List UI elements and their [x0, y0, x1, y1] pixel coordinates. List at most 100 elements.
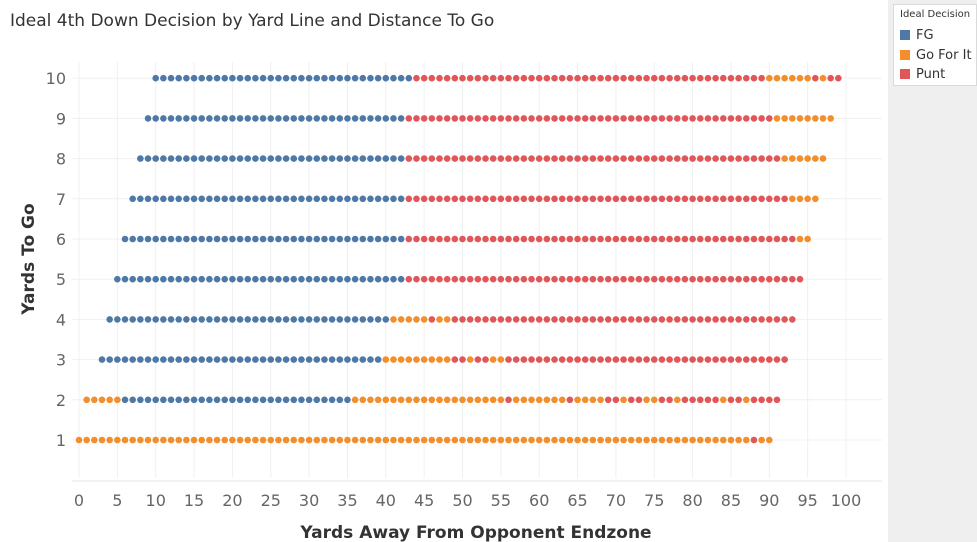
data-point-fg — [144, 396, 152, 404]
data-point-punt — [451, 316, 459, 323]
data-point-go-for-it — [789, 115, 796, 122]
data-point-go-for-it — [543, 436, 551, 444]
data-point-fg — [221, 316, 229, 323]
data-point-fg — [160, 155, 167, 162]
data-point-fg — [275, 155, 282, 162]
data-point-punt — [535, 356, 543, 363]
data-point-fg — [290, 195, 298, 203]
data-point-fg — [282, 195, 290, 203]
data-point-punt — [773, 396, 781, 404]
data-point-fg — [236, 74, 244, 82]
data-point-punt — [574, 275, 581, 283]
data-point-punt — [758, 155, 765, 162]
data-point-go-for-it — [397, 356, 405, 363]
data-point-fg — [213, 115, 221, 122]
data-point-punt — [543, 115, 551, 122]
data-point-fg — [221, 235, 229, 243]
data-point-fg — [137, 235, 144, 243]
legend-item-punt[interactable]: Punt — [900, 66, 945, 82]
data-point-punt — [459, 316, 466, 323]
data-point-fg — [244, 195, 252, 203]
data-point-punt — [696, 316, 704, 323]
data-point-punt — [612, 235, 620, 243]
data-point-go-for-it — [106, 436, 113, 444]
data-point-punt — [512, 155, 520, 162]
data-point-fg — [344, 356, 351, 363]
data-point-fg — [259, 235, 267, 243]
data-point-punt — [727, 195, 735, 203]
data-point-go-for-it — [528, 396, 535, 404]
legend-item-fg[interactable]: FG — [900, 27, 934, 43]
data-point-punt — [735, 396, 742, 404]
data-point-punt — [727, 396, 735, 404]
data-point-go-for-it — [742, 436, 750, 444]
data-point-go-for-it — [413, 436, 420, 444]
data-point-fg — [221, 275, 229, 283]
data-point-fg — [275, 356, 282, 363]
data-point-punt — [612, 195, 620, 203]
data-point-go-for-it — [781, 74, 788, 82]
data-point-punt — [558, 155, 566, 162]
data-point-punt — [604, 235, 612, 243]
data-point-fg — [313, 396, 321, 404]
data-point-punt — [604, 74, 612, 82]
data-point-fg — [221, 74, 229, 82]
data-point-punt — [543, 195, 551, 203]
data-point-punt — [712, 195, 719, 203]
data-point-fg — [336, 316, 344, 323]
y-tick-label: 8 — [56, 150, 66, 169]
data-point-fg — [129, 195, 136, 203]
data-point-go-for-it — [390, 316, 397, 323]
legend-item-go-for-it[interactable]: Go For It — [900, 47, 972, 63]
data-point-punt — [604, 115, 612, 122]
data-point-fg — [344, 155, 351, 162]
data-point-go-for-it — [812, 155, 819, 162]
data-point-fg — [129, 275, 136, 283]
data-point-go-for-it — [766, 74, 773, 82]
data-point-go-for-it — [397, 436, 405, 444]
data-point-go-for-it — [405, 436, 413, 444]
data-point-punt — [535, 195, 543, 203]
data-point-punt — [505, 356, 512, 363]
data-point-punt — [497, 275, 505, 283]
data-point-go-for-it — [627, 436, 635, 444]
data-point-go-for-it — [397, 396, 405, 404]
data-point-punt — [589, 115, 597, 122]
data-point-punt — [474, 115, 482, 122]
data-point-punt — [551, 155, 558, 162]
data-point-punt — [666, 235, 673, 243]
data-point-punt — [482, 74, 489, 82]
data-point-punt — [735, 155, 742, 162]
data-point-punt — [781, 356, 788, 363]
data-point-punt — [597, 195, 604, 203]
data-point-fg — [160, 115, 167, 122]
data-point-fg — [313, 275, 321, 283]
data-point-punt — [704, 155, 712, 162]
data-point-punt — [712, 155, 719, 162]
data-point-go-for-it — [443, 436, 451, 444]
data-point-punt — [459, 275, 466, 283]
data-point-fg — [252, 316, 259, 323]
data-point-fg — [229, 155, 236, 162]
data-point-punt — [451, 195, 459, 203]
data-point-go-for-it — [643, 396, 650, 404]
data-point-fg — [267, 74, 275, 82]
data-point-go-for-it — [673, 396, 681, 404]
data-point-go-for-it — [489, 356, 497, 363]
data-point-fg — [183, 356, 190, 363]
data-point-punt — [436, 115, 443, 122]
data-point-punt — [466, 195, 474, 203]
data-point-fg — [298, 316, 305, 323]
data-point-go-for-it — [804, 74, 811, 82]
x-tick-label: 0 — [74, 491, 84, 510]
data-point-fg — [390, 235, 397, 243]
data-point-fg — [359, 74, 367, 82]
data-point-go-for-it — [206, 436, 213, 444]
data-point-punt — [712, 396, 719, 404]
data-point-punt — [436, 275, 443, 283]
data-point-fg — [267, 396, 275, 404]
data-point-punt — [704, 396, 712, 404]
data-point-punt — [727, 155, 735, 162]
data-point-punt — [766, 195, 773, 203]
data-point-punt — [696, 115, 704, 122]
